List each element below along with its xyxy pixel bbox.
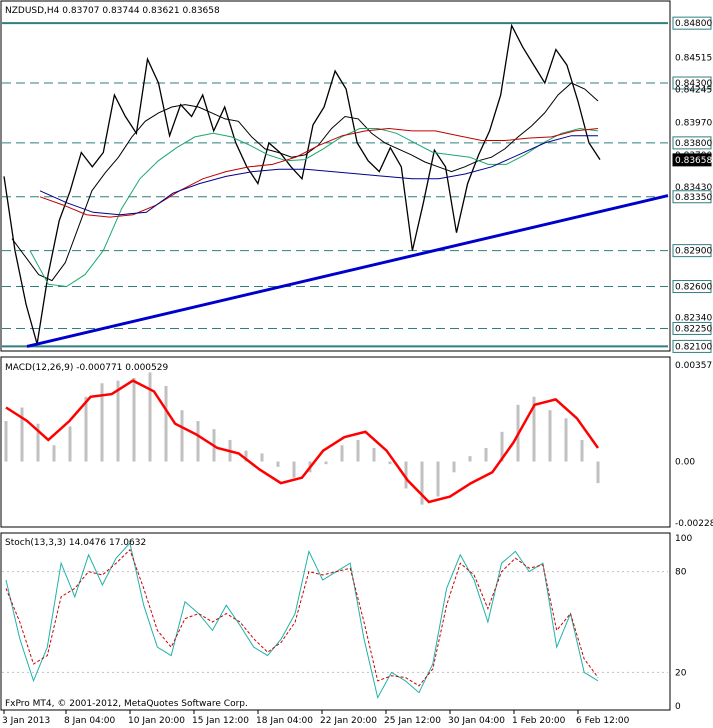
price-tag-box [672, 321, 712, 335]
time-axis-label: 30 Jan 04:00 [448, 716, 505, 726]
macd-signal-line [5, 379, 600, 504]
price-scale-label: 0.83350 [675, 193, 712, 203]
series-price [3, 23, 601, 345]
stoch-scale-label: 0 [675, 702, 681, 712]
price-panel-frame[interactable] [0, 0, 671, 352]
price-scale-label: 0.83800 [675, 139, 712, 149]
price-scale-label: 0.82250 [675, 324, 712, 334]
price-scale-label: 0.82340 [675, 314, 712, 324]
time-axis-label: 22 Jan 20:00 [320, 716, 377, 726]
price-tag-box [672, 153, 712, 167]
price-tag-box [672, 244, 712, 258]
series-trendline [26, 194, 669, 348]
price-tag-box [672, 190, 712, 204]
price-layer [2, 22, 669, 348]
time-axis-label: 18 Jan 04:00 [256, 716, 313, 726]
price-scale-label: 0.84800 [675, 19, 712, 29]
macd-layer [4, 372, 600, 505]
copyright-watermark: FxPro MT4, © 2001-2012, MetaQuotes Softw… [5, 699, 248, 709]
time-axis-label: 25 Jan 12:00 [384, 716, 441, 726]
stoch-d-line [5, 548, 599, 687]
macd-panel-frame[interactable] [0, 356, 671, 528]
price-scale-label: 0.82900 [675, 247, 712, 257]
price-scale-label: 0.82100 [675, 342, 712, 352]
current-price-label: 0.83658 [675, 156, 712, 166]
time-axis-label: 3 Jan 2013 [2, 716, 50, 726]
price-tag-box [672, 76, 712, 90]
stoch-panel-frame[interactable] [0, 532, 671, 711]
stoch-title: Stoch(13,3,3) 14.0476 17.0632 [5, 538, 146, 548]
price-scale-label: 0.84245 [675, 86, 712, 96]
stoch-scale-label: 100 [675, 534, 692, 544]
macd-scale-label: -0.00228 [675, 519, 713, 529]
time-axis-label: 1 Feb 20:00 [512, 716, 566, 726]
price-tag-box [672, 280, 712, 294]
price-scale-label: 0.84300 [675, 79, 712, 89]
series-ma-short [11, 82, 599, 282]
time-axis-label: 10 Jan 20:00 [128, 716, 185, 726]
stoch-layer [2, 541, 668, 699]
price-chart-title: NZDUSD,H4 0.83707 0.83744 0.83621 0.8365… [5, 6, 220, 16]
time-axis-label: 6 Feb 12:00 [576, 716, 630, 726]
series-ma-long [39, 127, 599, 218]
series-ma-medium [29, 127, 599, 288]
price-scale-label: 0.83430 [675, 183, 712, 193]
macd-scale-label: 0.00 [675, 457, 695, 467]
price-scale-label: 0.82600 [675, 283, 712, 293]
price-tag-box [672, 136, 712, 150]
stoch-scale-label: 20 [675, 668, 687, 678]
stoch-k-line [5, 541, 599, 699]
macd-title: MACD(12,26,9) -0.000771 0.000529 [5, 363, 168, 373]
macd-scale-label: 0.003577 [675, 361, 713, 371]
stoch-scale-label: 80 [675, 568, 687, 578]
price-scale-label: 0.84515 [675, 53, 712, 63]
price-tag-box [672, 16, 712, 30]
time-axis-label: 8 Jan 04:00 [64, 716, 116, 726]
price-scale-label: 0.83970 [675, 119, 712, 129]
series-ma-200 [39, 135, 598, 216]
price-tag-box [672, 339, 712, 353]
time-axis-label: 15 Jan 12:00 [192, 716, 249, 726]
